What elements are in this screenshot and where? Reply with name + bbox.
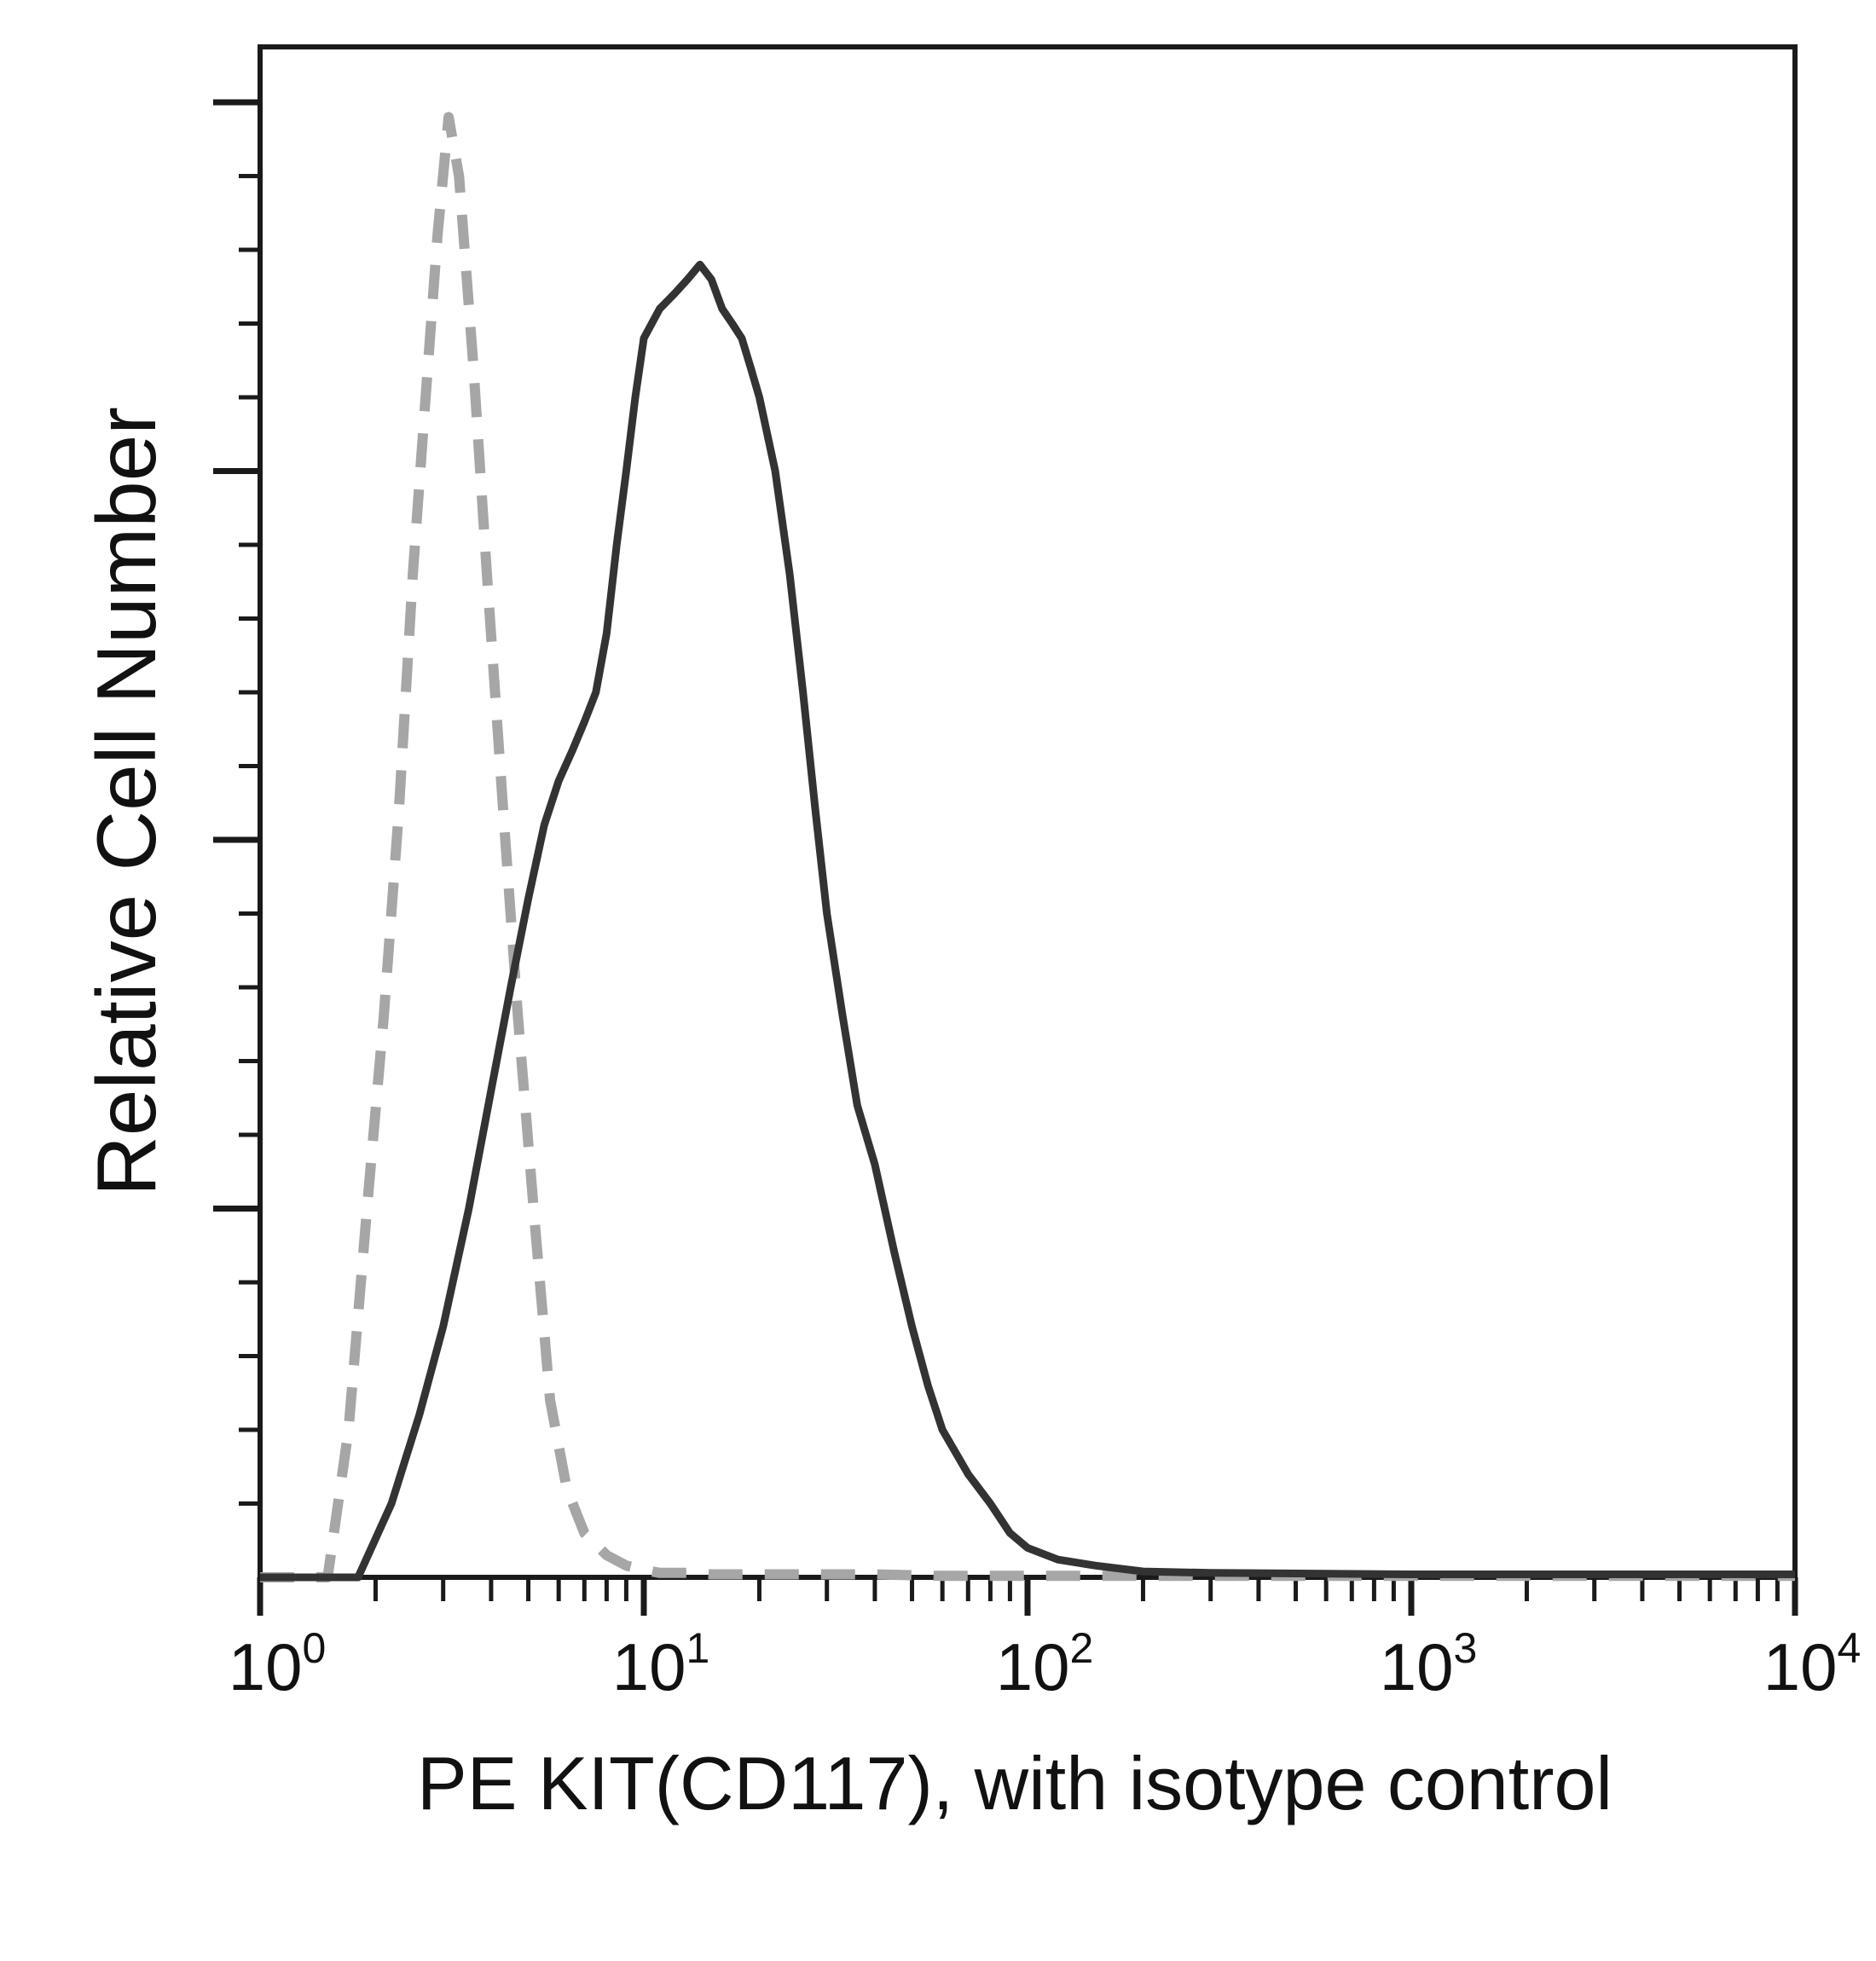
x-tick-label: 100 <box>229 1624 327 1704</box>
y-axis-ticks <box>213 99 260 1506</box>
x-tick-label: 102 <box>996 1624 1094 1704</box>
histogram-series <box>260 112 1795 1582</box>
x-tick-label: 104 <box>1763 1624 1862 1704</box>
x-tick-label: 101 <box>612 1624 710 1704</box>
x-axis-title: PE KIT(CD117), with isotype control <box>417 1741 1613 1825</box>
pe-kit-cd117-line <box>260 260 1795 1582</box>
x-axis-tick-labels: 100 101 102 103 104 <box>229 1624 1862 1704</box>
x-axis-ticks <box>257 1577 1798 1616</box>
plot-frame <box>258 44 1798 1580</box>
isotype-control-line <box>260 112 1795 1582</box>
x-tick-label: 103 <box>1380 1624 1478 1704</box>
y-axis-title: Relative Cell Number <box>79 407 173 1196</box>
